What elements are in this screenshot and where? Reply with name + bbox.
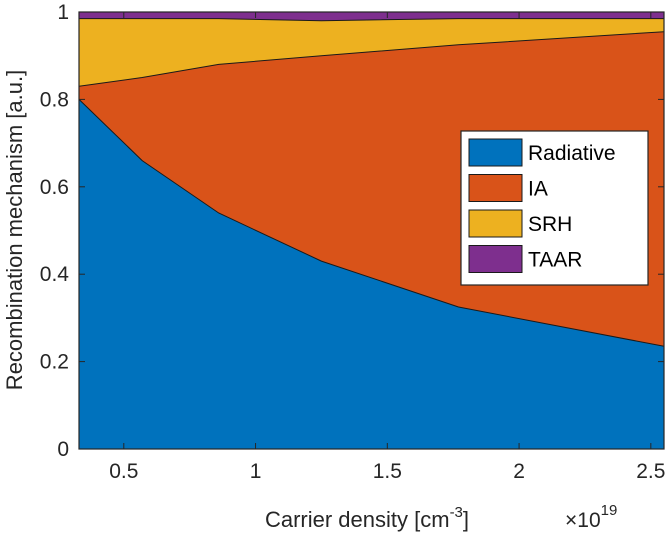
x-axis-multiplier: ×1019 [565, 502, 617, 532]
y-tick-label: 1 [57, 1, 69, 24]
x-tick-label: 0.5 [109, 460, 138, 483]
y-tick-label: 0.6 [40, 176, 69, 199]
legend-swatch-radiative [468, 138, 523, 167]
x-axis-multiplier-base: ×10 [565, 509, 601, 532]
x-axis-multiplier-exponent: 19 [601, 502, 618, 519]
x-axis-label-superscript: -3 [450, 504, 463, 521]
legend-label-taar: TAAR [528, 249, 582, 272]
y-tick-label: 0.4 [40, 263, 70, 286]
boundary-line-srh [79, 18, 664, 22]
legend-label-srh: SRH [528, 213, 572, 236]
boundary-line-ia [78, 31, 665, 87]
x-axis-label: Carrier density [cm-3] [265, 504, 469, 532]
x-axis-label-close: ] [463, 507, 469, 532]
y-tick-label: 0.2 [40, 351, 69, 374]
plot-area-frame [78, 11, 665, 450]
y-axis-label: Recombination mechanism [a.u.] [2, 70, 27, 390]
x-tick-label: 2 [513, 460, 525, 483]
x-tick-label: 2.5 [636, 460, 665, 483]
x-tick-label: 1 [250, 460, 262, 483]
legend: Radiative IA SRH TAAR [460, 130, 649, 286]
area-radiative [79, 99, 664, 450]
legend-swatch-ia [468, 174, 523, 202]
legend-label-radiative: Radiative [528, 142, 616, 165]
x-axis-ticks: 0.5 1 1.5 2 2.5 [109, 12, 665, 483]
legend-swatch-taar [468, 245, 523, 273]
y-axis-ticks: 0 0.2 0.4 0.6 0.8 1 [40, 1, 664, 461]
y-tick-label: 0.8 [40, 88, 69, 111]
area-srh [79, 18, 664, 87]
x-axis-label-text: Carrier density [cm [265, 507, 450, 532]
y-tick-label: 0 [57, 438, 69, 461]
legend-label-ia: IA [528, 178, 548, 201]
boundary-line-radiative [78, 99, 665, 347]
legend-swatch-srh [468, 209, 523, 238]
x-tick-label: 1.5 [373, 460, 402, 483]
